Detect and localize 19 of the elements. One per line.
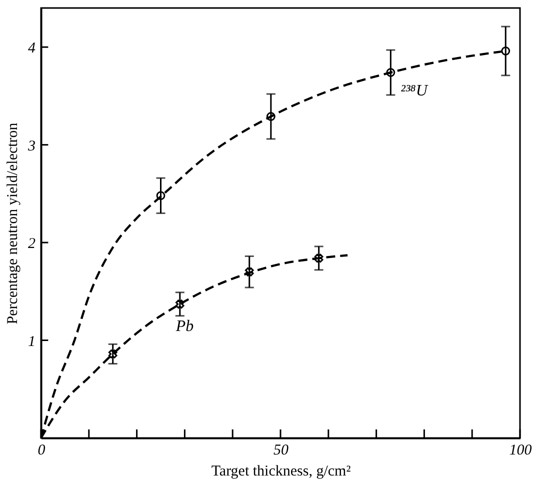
point <box>266 112 276 121</box>
y-tick-label: 4 <box>28 40 36 57</box>
point <box>386 68 396 77</box>
y-tick-label: 2 <box>28 236 36 252</box>
y-tick-label: 3 <box>27 138 36 154</box>
x-axis-title: Target thickness, g/cm² <box>211 464 352 480</box>
point <box>108 350 118 358</box>
x-tick-label: 50 <box>274 442 289 458</box>
y-axis-title: Percentage neutron yield/electron <box>5 122 21 324</box>
series-label: ²³⁸U <box>400 82 429 100</box>
point <box>175 300 184 309</box>
x-tick-label: 100 <box>509 442 532 458</box>
x-tick-label: 0 <box>38 442 46 458</box>
point <box>314 254 324 263</box>
series-label: Pb <box>174 318 194 336</box>
point <box>156 191 166 200</box>
y-tick-label: 1 <box>28 334 36 350</box>
point <box>244 267 254 276</box>
point <box>501 46 510 56</box>
